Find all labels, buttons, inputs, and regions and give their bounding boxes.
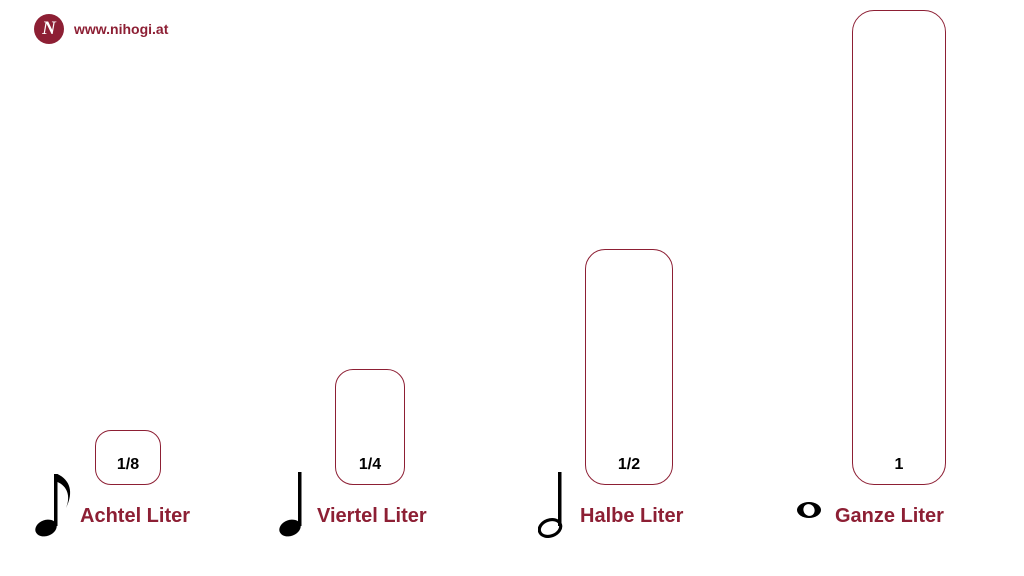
half-note-icon — [538, 468, 572, 538]
bar-value-label: 1/2 — [586, 456, 672, 474]
bar-1: 1/8 — [95, 430, 161, 485]
whole-note-icon — [795, 500, 823, 520]
bar-2: 1/4 — [335, 369, 405, 485]
bar-caption: Halbe Liter — [580, 505, 683, 528]
bar-value-label: 1/8 — [96, 456, 160, 474]
bar-caption: Achtel Liter — [80, 505, 190, 528]
eighth-note-icon — [34, 468, 76, 538]
brand-url: www.nihogi.at — [74, 21, 168, 37]
brand-header: N www.nihogi.at — [34, 14, 168, 44]
bar-value-label: 1 — [853, 456, 945, 474]
bar-value-label: 1/4 — [336, 456, 404, 474]
quarter-note-icon — [278, 468, 312, 538]
bar-3: 1/2 — [585, 249, 673, 485]
bar-caption: Viertel Liter — [317, 505, 427, 528]
bar-4: 1 — [852, 10, 946, 485]
brand-logo-letter: N — [42, 18, 56, 40]
brand-logo-icon: N — [34, 14, 64, 44]
bar-caption: Ganze Liter — [835, 505, 944, 528]
